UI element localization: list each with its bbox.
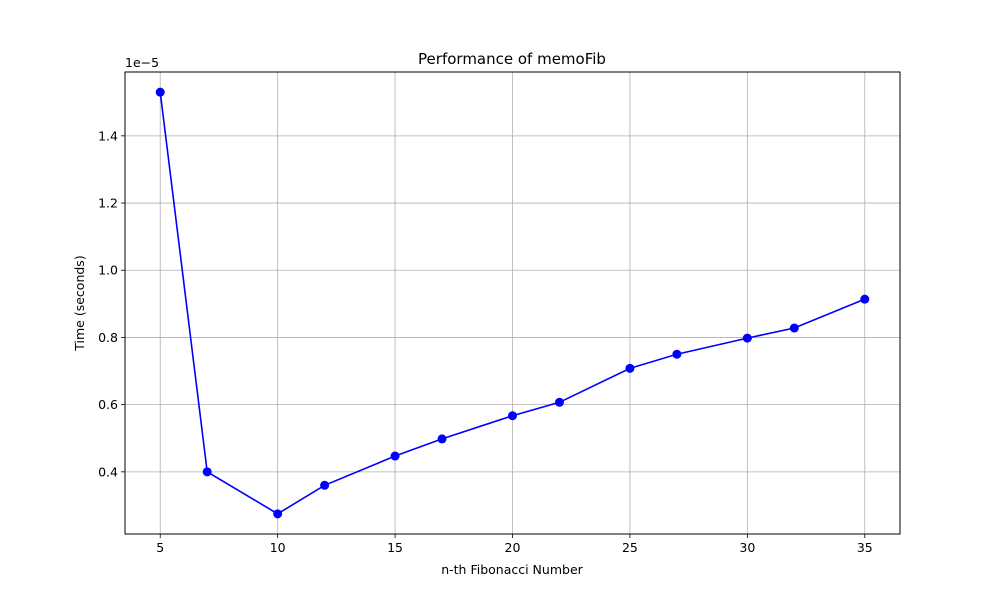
axis-ticks: 5 10 15 20 25 30 35 0.4 0.6 0.8 1.0 1.2 1.4 [98,128,873,555]
y-offset-label: 1e−5 [125,55,159,70]
x-tick-label: 35 [857,540,873,555]
data-point [390,451,400,461]
y-tick-label: 0.8 [98,330,118,345]
chart-title: Performance of memoFib [418,50,606,68]
data-point [860,294,870,304]
data-point [273,509,283,519]
data-point [202,467,212,477]
data-point [742,333,752,343]
y-tick-label: 1.0 [98,263,118,278]
x-tick-label: 20 [505,540,521,555]
data-point [155,87,165,97]
data-point [789,323,799,333]
data-point [437,434,447,444]
x-tick-label: 15 [387,540,403,555]
y-axis-label: Time (seconds) [72,255,87,351]
series [155,87,870,519]
x-axis-label: n-th Fibonacci Number [441,562,583,577]
y-tick-label: 1.2 [98,196,118,211]
y-tick-label: 0.6 [98,397,118,412]
y-tick-label: 0.4 [98,464,118,479]
data-point [320,480,330,490]
data-point [554,397,564,407]
data-point [625,363,635,373]
y-tick-label: 1.4 [98,128,118,143]
data-point [672,349,682,359]
x-tick-label: 5 [156,540,164,555]
x-tick-label: 30 [739,540,755,555]
x-tick-label: 10 [270,540,286,555]
data-point [508,411,517,421]
x-tick-label: 25 [622,540,638,555]
grid [125,72,900,534]
